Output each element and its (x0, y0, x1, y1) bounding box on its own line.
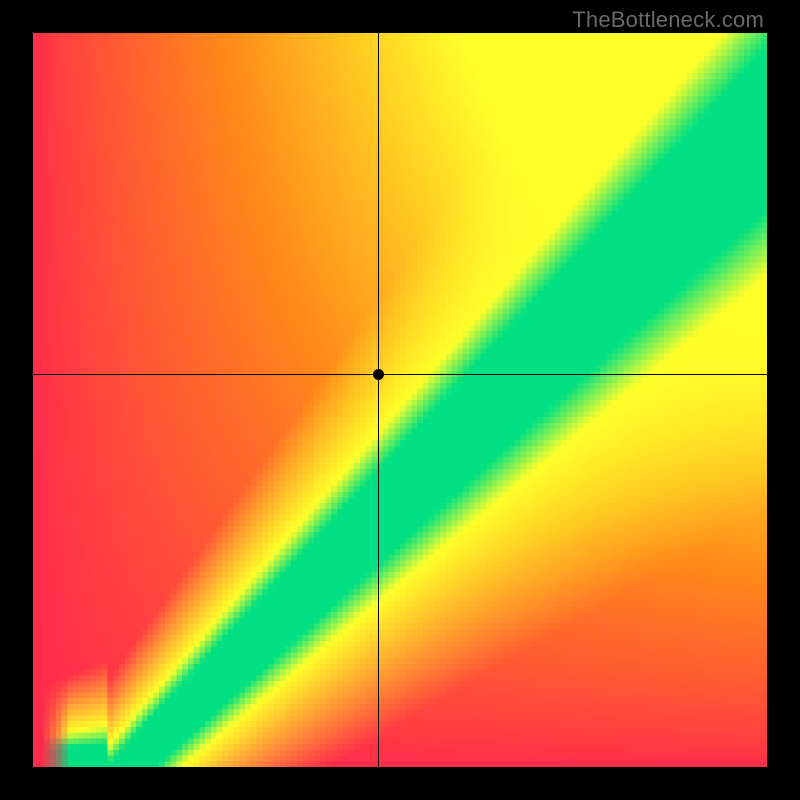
selection-marker (373, 369, 384, 380)
crosshair-horizontal (33, 374, 767, 375)
crosshair-vertical (378, 33, 379, 767)
watermark-text: TheBottleneck.com (572, 7, 764, 33)
bottleneck-heatmap (33, 33, 767, 767)
chart-container: TheBottleneck.com (0, 0, 800, 800)
